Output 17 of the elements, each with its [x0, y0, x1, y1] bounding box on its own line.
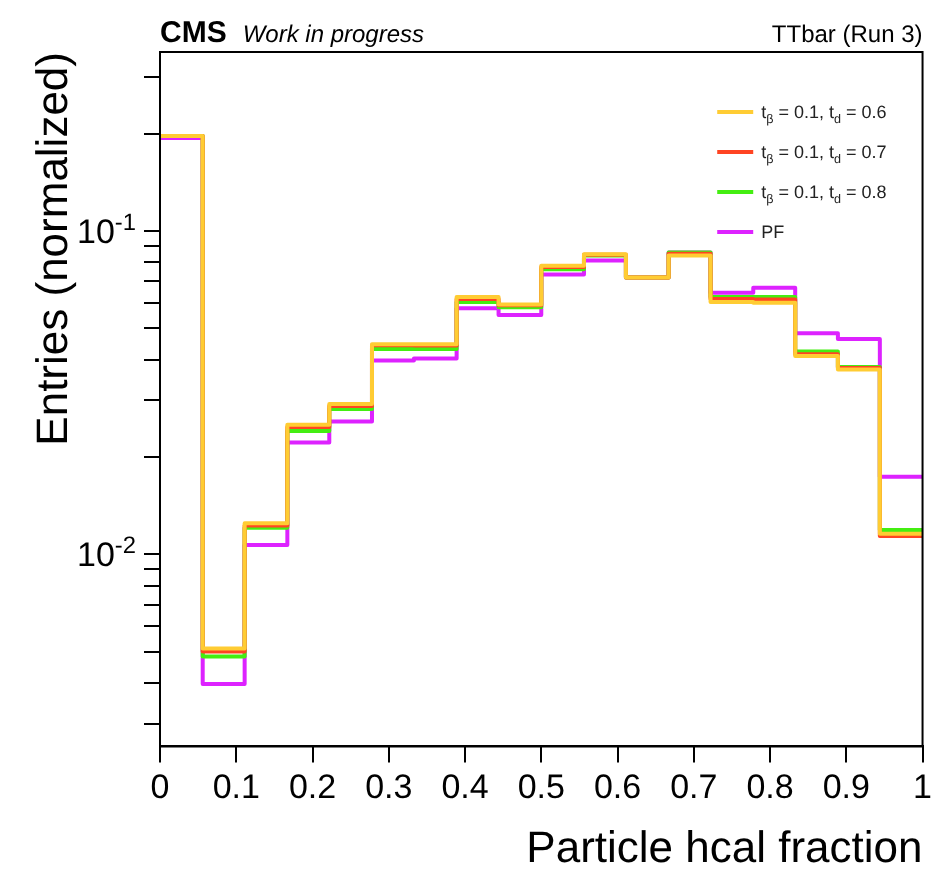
x-tick-label: 0.8 [746, 768, 794, 807]
chart-subtitle: Work in progress [242, 20, 425, 48]
x-tick-label: 0.9 [822, 768, 870, 807]
x-tick-label: 0 [150, 768, 170, 807]
x-tick-label: 0.1 [212, 768, 260, 807]
x-axis-title: Particle hcal fraction [526, 821, 923, 872]
x-tick-label: 0.6 [593, 768, 642, 807]
x-tick-label: 1 [913, 768, 933, 807]
x-tick-label: 0.4 [441, 768, 489, 807]
x-tick-label: 0.3 [365, 768, 413, 807]
x-tick-label: 0.5 [517, 768, 565, 807]
chart-title: CMS [160, 16, 227, 50]
legend-label: PF [761, 222, 786, 242]
x-tick-label: 0.2 [288, 768, 337, 807]
text: TTbar (Run 3) [771, 20, 923, 48]
x-tick-label: 0.7 [670, 768, 718, 807]
y-axis-title: Entries (normalized) [26, 52, 77, 446]
